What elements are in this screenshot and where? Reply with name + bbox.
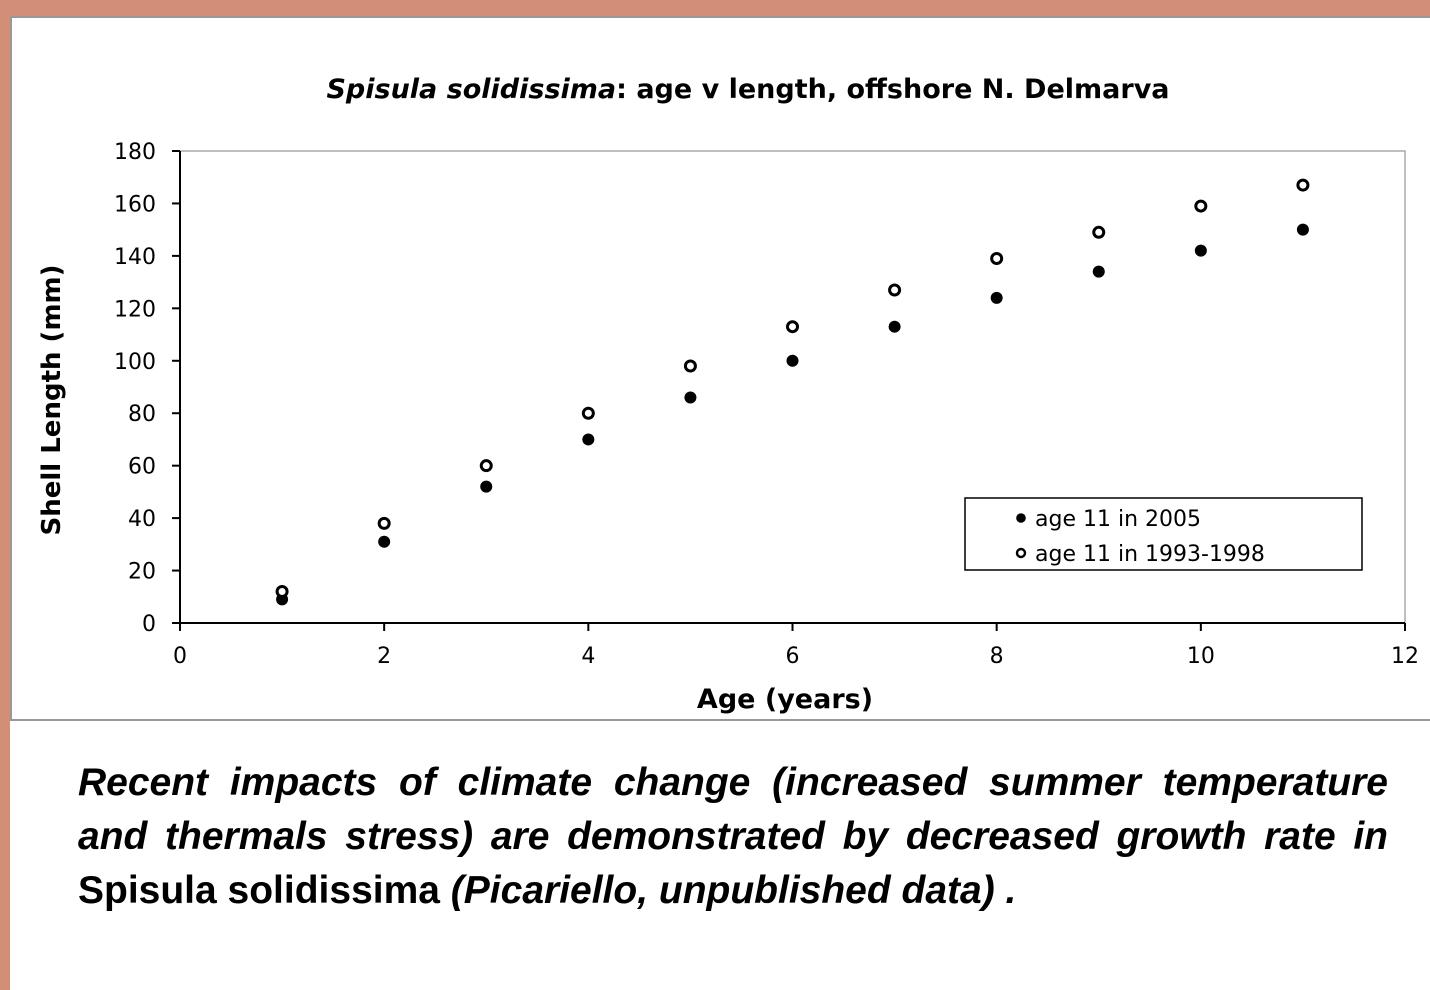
chart: Spisula solidissima: age v length, offsh… bbox=[37, 74, 1419, 715]
caption-text: (Picariello, unpublished data) . bbox=[439, 869, 1017, 912]
point bbox=[683, 359, 697, 373]
y-tick-label: 80 bbox=[128, 402, 156, 427]
point bbox=[1296, 178, 1310, 192]
legend-label: age 11 in 2005 bbox=[1035, 507, 1201, 532]
y-tick-label: 160 bbox=[114, 192, 156, 217]
y-tick-label: 0 bbox=[142, 612, 156, 637]
y-tick-label: 40 bbox=[128, 507, 156, 532]
point bbox=[581, 406, 595, 420]
point bbox=[1194, 244, 1207, 257]
point bbox=[786, 320, 799, 334]
caption-species: Spisula solidissima bbox=[78, 869, 440, 912]
point bbox=[479, 459, 493, 473]
point bbox=[990, 252, 1004, 266]
x-tick-label: 6 bbox=[786, 644, 800, 669]
point bbox=[377, 516, 391, 530]
legend-marker bbox=[1015, 547, 1027, 559]
point bbox=[1296, 223, 1309, 236]
caption-text: Recent impacts of climate change (increa… bbox=[78, 761, 1388, 858]
y-tick-label: 180 bbox=[114, 140, 156, 165]
point bbox=[888, 283, 902, 297]
title-species: Spisula solidissima bbox=[326, 74, 616, 105]
y-axis-label: Shell Length (mm) bbox=[37, 264, 67, 535]
title-rest: : age v length, offshore N. Delmarva bbox=[616, 74, 1169, 105]
x-tick-label: 12 bbox=[1391, 644, 1419, 669]
point bbox=[1194, 199, 1208, 213]
y-tick-label: 20 bbox=[128, 560, 156, 585]
legend-box bbox=[964, 497, 1363, 571]
point bbox=[684, 391, 697, 404]
caption: Recent impacts of climate change (increa… bbox=[78, 756, 1388, 918]
x-tick-label: 8 bbox=[990, 644, 1004, 669]
x-tick-label: 2 bbox=[377, 644, 391, 669]
point bbox=[480, 480, 493, 493]
point bbox=[1092, 265, 1105, 278]
x-axis-label: Age (years) bbox=[697, 684, 873, 715]
chart-frame bbox=[10, 16, 1430, 721]
point bbox=[990, 291, 1003, 304]
point bbox=[1092, 225, 1106, 239]
point bbox=[786, 354, 799, 367]
y-tick-label: 100 bbox=[114, 350, 156, 375]
x-tick-label: 0 bbox=[173, 644, 187, 669]
y-tick-label: 60 bbox=[128, 455, 156, 480]
legend-marker bbox=[1016, 513, 1026, 523]
x-tick-label: 10 bbox=[1187, 644, 1215, 669]
point bbox=[275, 585, 289, 599]
y-tick-label: 140 bbox=[114, 245, 156, 270]
point bbox=[582, 433, 595, 446]
point bbox=[888, 320, 901, 333]
y-tick-label: 120 bbox=[114, 297, 156, 322]
legend-label: age 11 in 1993-1998 bbox=[1035, 542, 1265, 567]
x-tick-label: 4 bbox=[581, 644, 595, 669]
chart-title: Spisula solidissima: age v length, offsh… bbox=[326, 74, 1169, 105]
point bbox=[378, 535, 391, 548]
